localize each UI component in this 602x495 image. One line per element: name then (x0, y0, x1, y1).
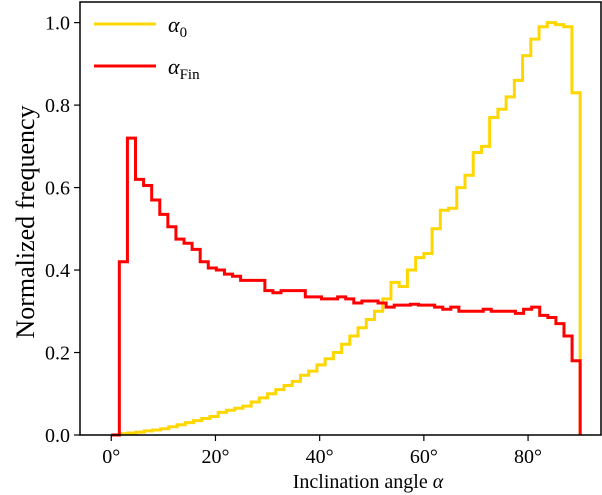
x-tick-label: 60° (410, 446, 438, 468)
y-axis-label: Normalized frequency (11, 105, 40, 338)
legend-label-alpha-fin: αFin (168, 54, 200, 83)
series-line-alpha-fin (111, 136, 582, 437)
legend-label-alpha-0: α0 (168, 12, 187, 41)
plot-area (111, 21, 582, 437)
y-tick-label: 0.8 (45, 95, 70, 117)
y-tick-label: 0.6 (45, 178, 70, 200)
y-tick-label: 0.4 (45, 260, 70, 282)
x-tick-label: 0° (102, 446, 120, 468)
y-tick-label: 1.0 (45, 13, 70, 35)
series-line-alpha-0 (111, 21, 582, 437)
legend: α0 αFin (94, 12, 200, 83)
x-axis: 0° 20° 40° 60° 80° (102, 435, 542, 468)
axes-frame (79, 1, 602, 436)
x-tick-label: 40° (306, 446, 334, 468)
y-tick-label: 0.0 (45, 425, 70, 447)
plot-frame (79, 1, 602, 436)
y-axis: 0.0 0.2 0.4 0.6 0.8 1.0 (45, 13, 80, 447)
y-tick-label: 0.2 (45, 343, 70, 365)
x-tick-label: 20° (201, 446, 229, 468)
x-tick-label: 80° (514, 446, 542, 468)
x-axis-label: Inclination angle α (293, 471, 444, 493)
